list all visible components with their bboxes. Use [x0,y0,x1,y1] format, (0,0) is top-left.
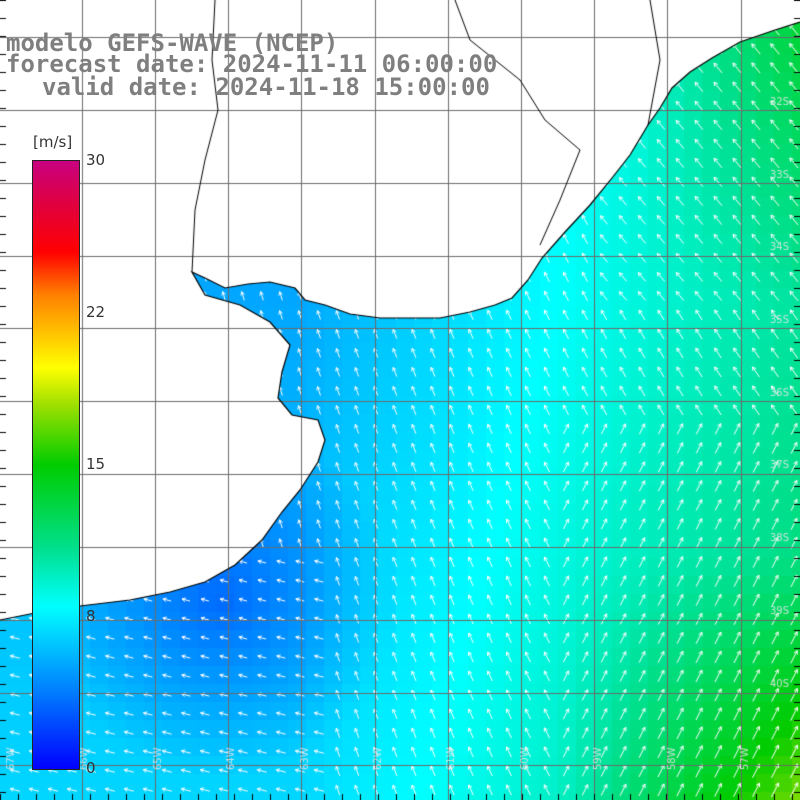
colorbar-tick-8: 8 [86,607,96,625]
forecast-date: forecast date: 2024-11-11 06:00:00 [6,50,498,78]
colorbar-tick-15: 15 [86,455,106,473]
colorbar-unit: [m/s] [33,133,73,151]
colorbar-tick-30: 30 [86,151,106,169]
colorbar [32,160,80,770]
model-title: modelo GEFS-WAVE (NCEP) [6,29,339,57]
colorbar-tick-0: 0 [86,759,96,777]
valid-date: valid date: 2024-11-18 15:00:00 [42,73,490,101]
colorbar-tick-22: 22 [86,303,106,321]
